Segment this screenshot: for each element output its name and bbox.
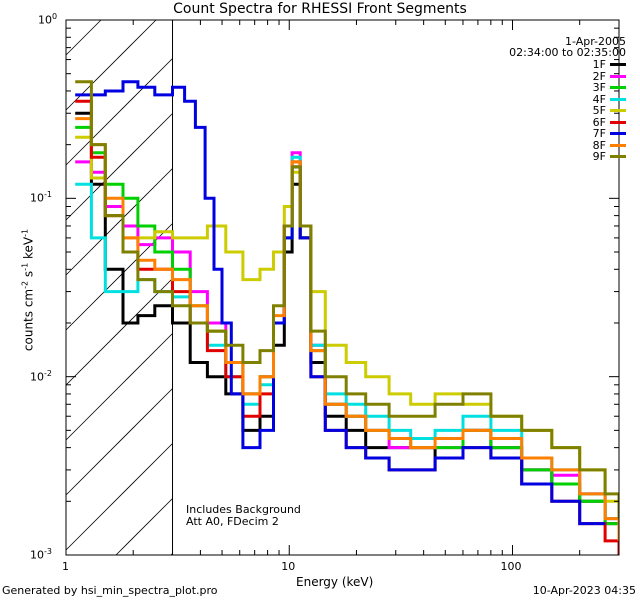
legend-item-9F: 9F: [593, 150, 626, 163]
legend-swatch: [610, 143, 626, 147]
footer-timestamp: 10-Apr-2023 04:35: [532, 584, 636, 597]
series-line-3F: [75, 125, 619, 541]
plot-frame: [65, 19, 620, 556]
hatch-line: [65, 443, 173, 551]
legend-item-7F: 7F: [593, 127, 626, 140]
y-tick-label: 10-3: [30, 547, 52, 562]
legend-item-8F: 8F: [593, 139, 626, 152]
legend-label: 6F: [592, 115, 606, 129]
series-line-1F: [75, 111, 619, 541]
legend-swatch: [610, 63, 626, 66]
legend-item-2F: 2F: [593, 70, 626, 83]
legend-item-4F: 4F: [593, 93, 626, 106]
hatch-line: [65, 278, 173, 386]
y-tick-label: 10-2: [30, 368, 52, 384]
legend-label: 7F: [592, 127, 606, 140]
hatch-line: [65, 223, 173, 331]
y-axis-label: counts cm-2 s-1 keV-1: [20, 228, 36, 352]
legend-label: 4F: [592, 92, 606, 106]
x-tick-label: 1: [62, 560, 69, 573]
legend-label: 1F: [592, 58, 606, 71]
annotation-attenuator: Att A0, FDecim 2: [186, 515, 279, 528]
legend-item-5F: 5F: [593, 104, 626, 117]
date-label: 1-Apr-2005: [564, 35, 626, 48]
series-line-7F: [75, 80, 606, 526]
hatch-line: [65, 333, 173, 441]
footer-generated-by: Generated by hsi_min_spectra_plot.pro: [2, 584, 218, 597]
y-tick-label: 100: [38, 12, 58, 27]
legend-label: 9F: [592, 150, 606, 163]
legend-swatch: [610, 120, 626, 124]
series-line-9F: [75, 80, 619, 519]
legend-swatch: [610, 155, 626, 158]
legend-label: 5F: [592, 104, 606, 117]
legend-label: 8F: [592, 138, 606, 152]
legend-swatch: [610, 74, 626, 78]
hatch-line: [65, 168, 173, 276]
annotation-background: Includes Background: [186, 503, 301, 516]
hatch-line: [65, 58, 173, 166]
series-line-6F: [75, 99, 619, 555]
hatch-line: [65, 113, 173, 221]
hatch-line: [65, 19, 102, 56]
legend-swatch: [610, 132, 626, 135]
legend-swatch: [610, 109, 626, 112]
x-tick-label: 100: [500, 560, 522, 573]
x-axis-label: Energy (keV): [296, 575, 374, 589]
legend-item-6F: 6F: [593, 116, 626, 129]
time-range-label: 02:34:00 to 02:35:00: [509, 46, 626, 59]
legend-item-3F: 3F: [593, 81, 626, 94]
hatch-line: [65, 19, 157, 111]
x-tick-label: 10: [281, 560, 296, 573]
series-line-8F: [75, 117, 619, 541]
series-line-5F: [75, 135, 619, 524]
legend-label: 3F: [592, 81, 606, 94]
legend-swatch: [610, 97, 626, 101]
chart-title: Count Spectra for RHESSI Front Segments: [173, 1, 467, 17]
y-tick-label: 10-1: [30, 190, 52, 205]
hatch-line: [65, 388, 173, 496]
legend-swatch: [610, 86, 626, 89]
hatch-line: [115, 498, 173, 556]
legend-item-1F: 1F: [593, 58, 626, 71]
legend-label: 2F: [592, 69, 606, 83]
